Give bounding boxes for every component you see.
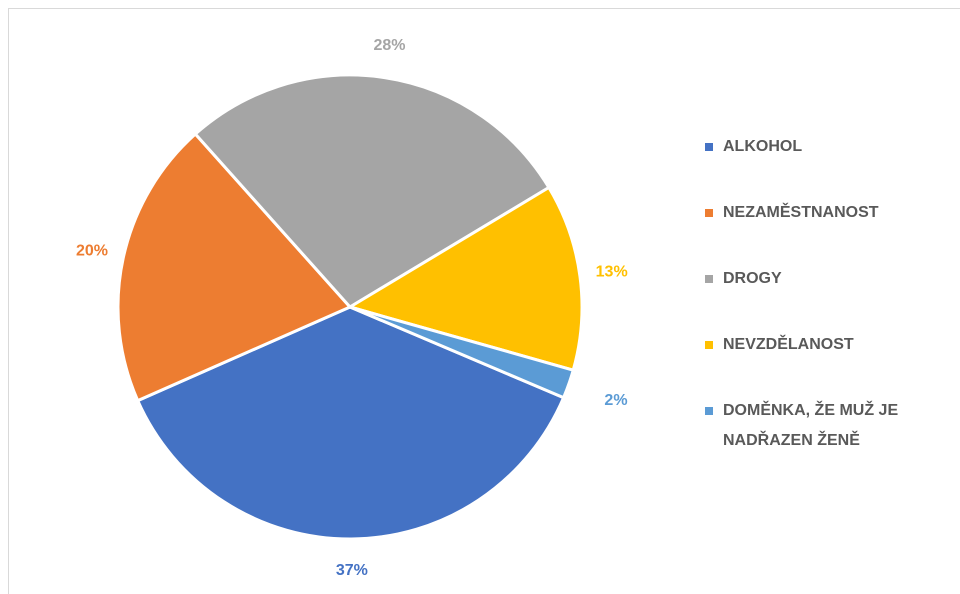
legend: ALKOHOL NEZAMĚSTNANOST DROGY NEVZDĚLANOST DO…: [705, 132, 945, 492]
legend-swatch: [705, 143, 713, 151]
legend-swatch: [705, 341, 713, 349]
legend-item: ALKOHOL: [705, 132, 945, 162]
data-label: 28%: [373, 37, 405, 54]
data-label: 37%: [336, 562, 368, 579]
chart-frame: [8, 8, 960, 594]
legend-item: NEZAMĚSTNANOST: [705, 198, 945, 228]
data-label: 2%: [604, 392, 627, 409]
pie-slice: [346, 185, 584, 373]
legend-swatch: [705, 209, 713, 217]
legend-item: NEVZDĚLANOST: [705, 330, 945, 360]
legend-swatch: [705, 275, 713, 283]
legend-label: NEVZDĚLANOST: [723, 336, 854, 353]
pie-slice: [193, 73, 551, 309]
pie-slice: [116, 131, 353, 403]
legend-label: DROGY: [723, 270, 782, 287]
legend-label: ALKOHOL: [723, 138, 803, 155]
legend-swatch: [705, 407, 713, 415]
pie-slice: [349, 305, 576, 400]
data-label: 13%: [596, 263, 628, 280]
pie-slice: [135, 305, 566, 541]
legend-label: NEZAMĚSTNANOST: [723, 204, 879, 221]
legend-item: DOMĚNKA, ŽE MUŽ JE NADŘAZEN ŽENĚ: [705, 396, 945, 456]
legend-label: DOMĚNKA, ŽE MUŽ JE NADŘAZEN ŽENĚ: [723, 402, 899, 449]
data-label: 20%: [76, 242, 108, 259]
legend-item: DROGY: [705, 264, 945, 294]
